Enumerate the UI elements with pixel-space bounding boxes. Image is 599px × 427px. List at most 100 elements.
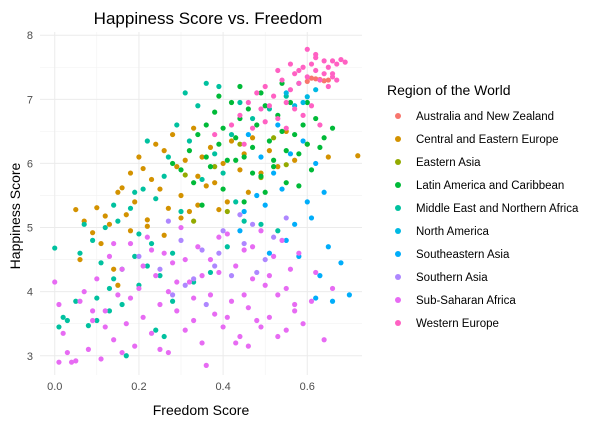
- legend-key-southern-asia: [395, 274, 401, 280]
- point-sub-saharan-africa: [85, 346, 92, 352]
- point-sub-saharan-africa: [98, 356, 104, 362]
- point-latin-america-and-caribbean: [191, 180, 197, 186]
- point-middle-east-and-northern-africa: [56, 324, 62, 330]
- point-western-europe: [334, 77, 340, 83]
- point-sub-saharan-africa: [254, 317, 260, 324]
- point-middle-east-and-northern-africa: [132, 253, 138, 259]
- point-middle-east-and-northern-africa: [106, 285, 113, 292]
- point-middle-east-and-northern-africa: [144, 138, 150, 144]
- point-sub-saharan-africa: [308, 298, 315, 304]
- point-sub-saharan-africa: [56, 301, 62, 308]
- point-middle-east-and-northern-africa: [119, 301, 125, 308]
- point-western-europe: [317, 77, 323, 83]
- point-southeastern-asia: [279, 186, 285, 192]
- point-western-europe: [304, 74, 310, 80]
- point-sub-saharan-africa: [258, 324, 264, 330]
- point-central-and-eastern-europe: [123, 212, 129, 218]
- point-sub-saharan-africa: [90, 308, 96, 314]
- point-middle-east-and-northern-africa: [136, 231, 142, 237]
- point-middle-east-and-northern-africa: [161, 173, 167, 179]
- point-sub-saharan-africa: [60, 330, 66, 336]
- point-sub-saharan-africa: [216, 234, 222, 240]
- point-southeastern-asia: [258, 154, 264, 160]
- y-tick-label: 6: [27, 158, 33, 170]
- point-southern-asia: [237, 212, 243, 218]
- point-latin-america-and-caribbean: [317, 144, 323, 151]
- point-latin-america-and-caribbean: [271, 157, 277, 163]
- point-central-and-eastern-europe: [207, 144, 214, 151]
- point-southeastern-asia: [300, 138, 306, 144]
- point-middle-east-and-northern-africa: [220, 170, 226, 176]
- point-southern-asia: [220, 228, 226, 234]
- point-middle-east-and-northern-africa: [111, 202, 117, 208]
- point-western-europe: [266, 103, 272, 109]
- point-southeastern-asia: [317, 273, 323, 279]
- point-southern-asia: [241, 240, 247, 247]
- point-southern-asia: [203, 301, 209, 308]
- point-central-and-eastern-europe: [199, 154, 205, 160]
- point-sub-saharan-africa: [207, 256, 214, 263]
- point-sub-saharan-africa: [186, 279, 193, 285]
- point-sub-saharan-africa: [111, 337, 117, 343]
- point-eastern-asia: [237, 141, 243, 147]
- legend: Region of the World Australia and New Ze…: [387, 82, 579, 330]
- point-sub-saharan-africa: [271, 253, 277, 259]
- point-sub-saharan-africa: [228, 298, 235, 304]
- y-tick-label: 5: [27, 223, 33, 235]
- point-latin-america-and-caribbean: [279, 128, 285, 134]
- y-axis-ticks: 3 4 5 6 7 8: [27, 30, 33, 363]
- point-sub-saharan-africa: [249, 244, 256, 250]
- point-central-and-eastern-europe: [132, 199, 138, 205]
- point-middle-east-and-northern-africa: [216, 83, 222, 90]
- point-central-and-eastern-europe: [249, 135, 256, 141]
- point-southern-asia: [136, 253, 142, 259]
- point-sub-saharan-africa: [191, 317, 197, 324]
- point-western-europe: [275, 115, 281, 122]
- point-middle-east-and-northern-africa: [165, 154, 171, 160]
- point-middle-east-and-northern-africa: [258, 221, 264, 227]
- point-sub-saharan-africa: [77, 298, 83, 304]
- point-southern-asia: [169, 292, 176, 298]
- point-southeastern-asia: [321, 189, 327, 195]
- point-sub-saharan-africa: [203, 362, 209, 368]
- point-western-europe: [329, 58, 336, 64]
- point-latin-america-and-caribbean: [220, 186, 226, 192]
- point-central-and-eastern-europe: [266, 148, 272, 154]
- point-sub-saharan-africa: [115, 292, 121, 298]
- legend-label-central-and-eastern-europe: Central and Eastern Europe: [416, 134, 559, 146]
- point-eastern-asia: [224, 208, 230, 215]
- point-western-europe: [325, 83, 331, 90]
- point-sub-saharan-africa: [140, 314, 146, 320]
- point-latin-america-and-caribbean: [329, 125, 336, 131]
- point-latin-america-and-caribbean: [186, 148, 193, 154]
- point-southern-asia: [199, 247, 205, 253]
- point-latin-america-and-caribbean: [262, 189, 268, 195]
- point-middle-east-and-northern-africa: [203, 80, 209, 86]
- legend-label-southeastern-asia: Southeastern Asia: [416, 249, 510, 261]
- point-middle-east-and-northern-africa: [123, 353, 129, 359]
- point-central-and-eastern-europe: [98, 240, 104, 247]
- point-middle-east-and-northern-africa: [140, 186, 146, 192]
- point-western-europe: [245, 99, 251, 106]
- point-latin-america-and-caribbean: [203, 122, 209, 128]
- point-central-and-eastern-europe: [275, 164, 281, 170]
- point-latin-america-and-caribbean: [304, 99, 310, 106]
- point-middle-east-and-northern-africa: [111, 276, 117, 282]
- point-sub-saharan-africa: [313, 269, 319, 276]
- point-western-europe: [313, 51, 319, 58]
- point-sub-saharan-africa: [191, 295, 197, 301]
- point-sub-saharan-africa: [102, 308, 108, 314]
- point-eastern-asia: [271, 135, 277, 141]
- point-sub-saharan-africa: [140, 263, 146, 269]
- point-latin-america-and-caribbean: [216, 141, 222, 147]
- point-middle-east-and-northern-africa: [94, 317, 100, 324]
- point-sub-saharan-africa: [275, 333, 281, 340]
- point-western-europe: [308, 61, 315, 67]
- point-latin-america-and-caribbean: [195, 131, 201, 138]
- point-latin-america-and-caribbean: [228, 99, 235, 106]
- point-sub-saharan-africa: [52, 279, 58, 285]
- point-eastern-asia: [191, 218, 197, 224]
- point-australia-and-new-zealand: [325, 77, 331, 83]
- point-middle-east-and-northern-africa: [174, 122, 180, 128]
- point-central-and-eastern-europe: [115, 282, 121, 288]
